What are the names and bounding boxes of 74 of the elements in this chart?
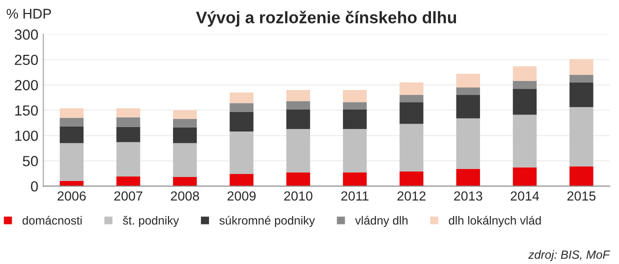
text: zdroj: BIS, MoF bbox=[528, 250, 610, 262]
x-tick-label: 2006 bbox=[58, 191, 86, 201]
bar bbox=[456, 95, 480, 118]
bar bbox=[512, 80, 537, 89]
bar bbox=[230, 92, 254, 104]
x-tick-label: 2010 bbox=[284, 191, 312, 201]
legend-label: súkromné podniky bbox=[219, 216, 315, 227]
bar bbox=[512, 167, 537, 186]
y-tick-label: 250 bbox=[14, 54, 38, 66]
x-tick-label: 2008 bbox=[170, 191, 200, 201]
bar bbox=[570, 59, 594, 75]
bar bbox=[342, 90, 367, 102]
y-tick-label: 50 bbox=[22, 156, 38, 166]
x-tick-label: 2007 bbox=[114, 191, 142, 201]
legend-label: št. podniky bbox=[122, 216, 179, 227]
bar bbox=[230, 112, 254, 132]
x-tick-label: 2014 bbox=[510, 191, 540, 201]
bar bbox=[342, 109, 367, 129]
bar bbox=[570, 74, 594, 82]
bar bbox=[342, 102, 367, 110]
bar bbox=[286, 172, 310, 186]
bar bbox=[512, 114, 537, 168]
y-tick-label: 150 bbox=[15, 105, 38, 116]
bar bbox=[173, 110, 197, 119]
bar bbox=[400, 124, 424, 172]
bar bbox=[116, 142, 140, 177]
y-tick-label: 300 bbox=[14, 29, 38, 40]
bar bbox=[400, 82, 424, 96]
bar bbox=[456, 87, 480, 96]
chart-title: Vývoj a rozloženie čínskeho dlhu bbox=[196, 10, 456, 27]
bar bbox=[456, 168, 480, 186]
bar bbox=[456, 118, 480, 169]
bar bbox=[116, 108, 140, 118]
x-tick-label: 2009 bbox=[228, 191, 256, 201]
bar bbox=[230, 103, 254, 112]
bar bbox=[570, 166, 594, 186]
bar bbox=[173, 143, 197, 178]
x-tick-label: 2013 bbox=[454, 191, 482, 201]
bar bbox=[342, 128, 367, 172]
bar bbox=[570, 107, 594, 166]
y-tick-label: 100 bbox=[15, 130, 38, 141]
bar bbox=[116, 176, 140, 186]
bar bbox=[60, 126, 84, 144]
bar bbox=[570, 82, 594, 108]
bar bbox=[60, 143, 84, 182]
bar bbox=[173, 127, 197, 144]
bar bbox=[286, 90, 310, 102]
bar bbox=[230, 174, 254, 186]
bar bbox=[342, 172, 367, 186]
bar bbox=[400, 95, 424, 102]
x-tick-label: 2012 bbox=[397, 191, 426, 201]
bar bbox=[512, 88, 537, 115]
bar bbox=[286, 109, 310, 129]
bar bbox=[286, 101, 310, 110]
x-tick-label: 2011 bbox=[341, 191, 368, 201]
x-tick-label: 2015 bbox=[567, 191, 596, 201]
bar bbox=[116, 117, 140, 127]
bar bbox=[60, 118, 84, 126]
y-tick-label: 0 bbox=[30, 181, 38, 192]
bar bbox=[456, 74, 480, 88]
legend-label: dlh lokálnych vlád bbox=[448, 216, 541, 227]
bar bbox=[400, 171, 424, 186]
bar bbox=[173, 177, 197, 186]
bar bbox=[400, 102, 424, 124]
legend-label: domácnosti bbox=[22, 216, 82, 225]
bar bbox=[286, 128, 310, 172]
bar bbox=[60, 108, 84, 118]
bar bbox=[512, 66, 537, 81]
legend-label: vládny dlh bbox=[355, 216, 408, 227]
y-tick-label: 200 bbox=[14, 80, 38, 90]
bar bbox=[116, 126, 140, 142]
bar bbox=[230, 131, 254, 174]
y-axis-title: % HDP bbox=[6, 8, 51, 19]
bar bbox=[173, 118, 197, 128]
